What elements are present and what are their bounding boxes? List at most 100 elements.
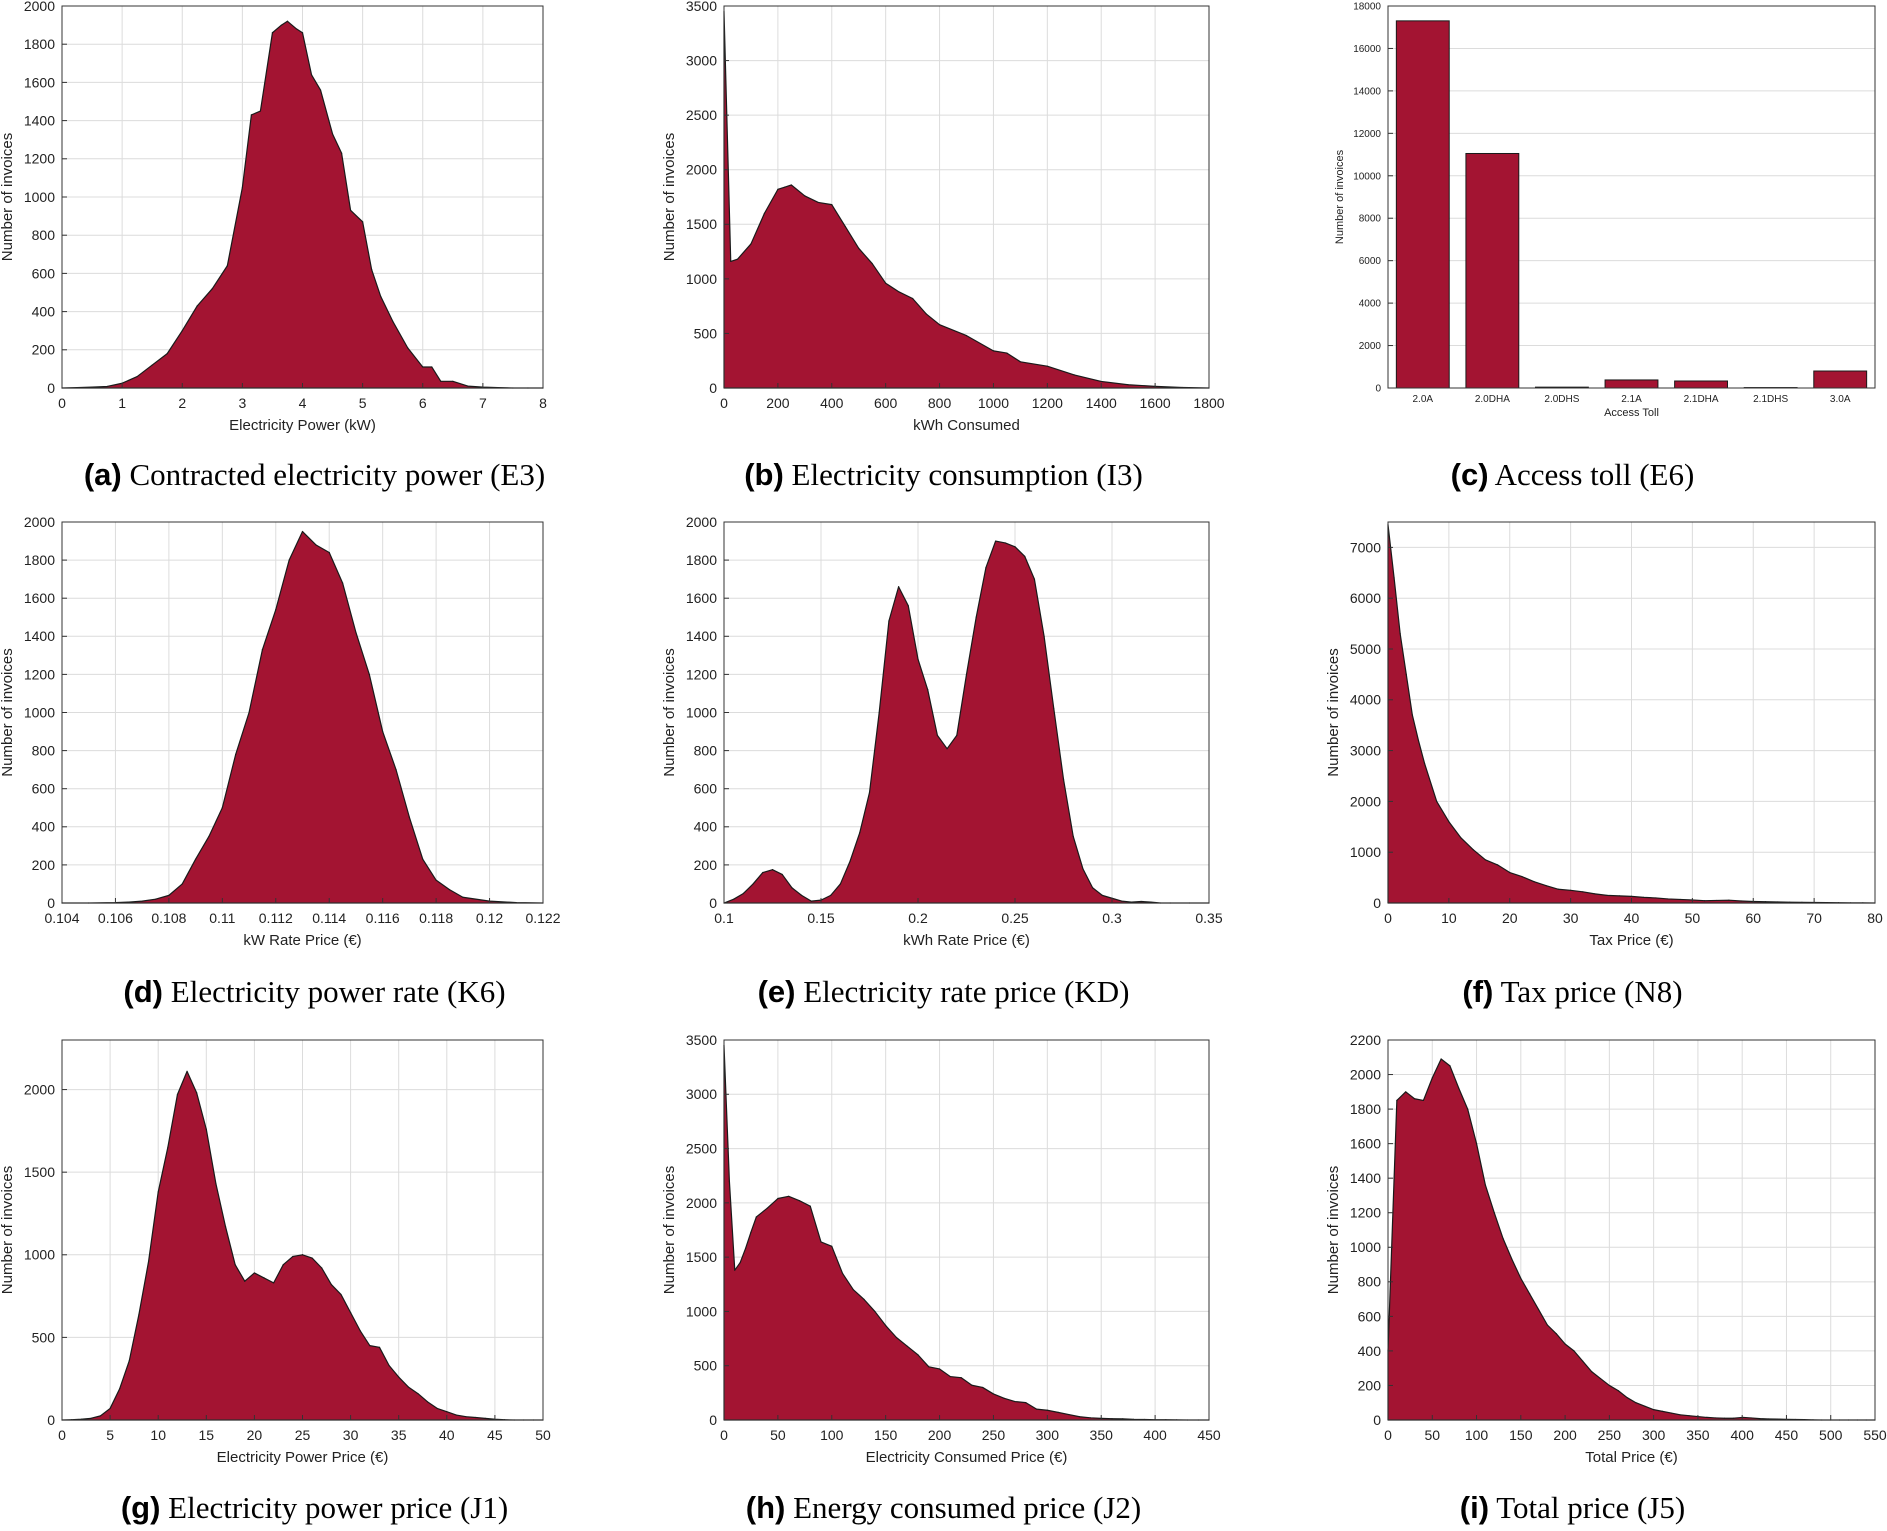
data-point: [1582, 1360, 1584, 1362]
data-point: [154, 898, 157, 900]
x-tick-label: 0.118: [419, 910, 453, 926]
bar-2.1A: [1604, 379, 1659, 389]
data-point: [1033, 578, 1035, 580]
data-point: [319, 89, 322, 91]
x-tick-label: 10: [1441, 910, 1457, 926]
x-axis-label: Tax Price (€): [1589, 932, 1673, 949]
area-series-e: [723, 540, 1210, 904]
x-tick-label: 0.2: [908, 910, 928, 926]
data-point: [1405, 1091, 1407, 1093]
caption-label: (h): [745, 1490, 786, 1525]
x-tick-label: 80: [1867, 910, 1883, 926]
caption-label: (b): [744, 457, 784, 492]
data-point: [992, 1393, 995, 1395]
caption-text: Access toll (E6): [1488, 457, 1695, 492]
x-tick-label: 0.112: [259, 910, 293, 926]
data-point: [1493, 1212, 1495, 1214]
x-tick-label: 150: [874, 1427, 898, 1443]
y-tick-label: 12000: [1353, 129, 1381, 140]
y-tick-label: 1400: [1350, 1170, 1381, 1186]
x-tick-label: 35: [391, 1427, 407, 1443]
data-point: [1460, 837, 1462, 839]
x-tick-label: 1: [118, 395, 126, 411]
data-point: [1703, 900, 1706, 902]
y-tick-label: 800: [32, 743, 56, 759]
data-point: [1484, 859, 1486, 861]
data-point: [750, 1231, 752, 1233]
data-point: [1024, 555, 1026, 557]
data-point: [1630, 895, 1633, 898]
y-tick-label: 6000: [1350, 590, 1381, 606]
data-point: [1014, 1400, 1016, 1403]
data-point: [395, 769, 397, 771]
data-point: [241, 186, 243, 189]
caption-f: (f) Tax price (N8): [1258, 974, 1887, 1010]
y-tick-label: 1800: [24, 36, 55, 52]
x-tick-label: 200: [766, 395, 790, 411]
data-point: [321, 1267, 323, 1269]
x-tick-label: 5: [106, 1427, 114, 1443]
x-tick-label: 50: [535, 1427, 551, 1443]
y-tick-label: 1000: [24, 189, 55, 205]
data-point: [736, 258, 739, 260]
x-tick-label: 600: [874, 395, 898, 411]
data-point: [362, 221, 364, 223]
data-point: [762, 871, 764, 874]
data-point: [341, 582, 344, 584]
caption-text: Electricity consumption (I3): [783, 457, 1143, 492]
x-tick-label: 300: [1036, 1427, 1060, 1443]
data-point: [849, 860, 851, 862]
data-point: [1043, 635, 1045, 637]
y-tick-label: 1200: [686, 666, 717, 682]
data-point: [422, 858, 424, 860]
data-point: [167, 1146, 169, 1148]
y-tick-label: 500: [694, 325, 718, 341]
x-tick-label: 2.0DHA: [1475, 394, 1510, 405]
y-tick-label: 1000: [1350, 1239, 1381, 1255]
data-point: [435, 879, 437, 881]
x-axis-label: Total Price (€): [1585, 1449, 1678, 1466]
y-tick-label: 200: [32, 857, 56, 873]
data-point: [1777, 1418, 1779, 1420]
x-tick-label: 0: [58, 1427, 66, 1443]
data-point: [330, 1283, 332, 1286]
data-point: [136, 375, 138, 378]
bar-2.0DHA: [1465, 152, 1520, 389]
data-point: [359, 1330, 361, 1332]
y-tick-label: 16000: [1353, 44, 1381, 55]
data-point: [168, 894, 170, 896]
data-point: [186, 1070, 188, 1072]
y-tick-label: 1400: [24, 113, 55, 129]
y-tick-label: 400: [32, 304, 56, 320]
data-point: [1003, 1397, 1005, 1399]
y-tick-label: 1000: [686, 704, 717, 720]
y-tick-label: 1000: [24, 1247, 55, 1263]
x-tick-label: 0.104: [44, 910, 79, 926]
y-tick-label: 0: [47, 1412, 55, 1428]
data-point: [328, 551, 330, 554]
data-point: [388, 1364, 390, 1367]
data-point: [392, 320, 394, 322]
caption-label: (i): [1459, 1490, 1490, 1525]
data-point: [259, 110, 262, 112]
y-tick-label: 2000: [24, 0, 55, 14]
data-point: [917, 658, 919, 660]
data-point: [1706, 1416, 1708, 1419]
data-point: [1545, 885, 1547, 887]
x-tick-label: 1200: [1032, 395, 1063, 411]
x-tick-label: 100: [820, 1427, 844, 1443]
data-point: [739, 1261, 741, 1264]
data-point: [982, 1386, 984, 1389]
x-tick-label: 2.0A: [1412, 394, 1433, 405]
y-tick-label: 1600: [686, 590, 717, 606]
data-point: [1723, 1417, 1726, 1419]
y-tick-label: 1800: [686, 552, 717, 568]
data-point: [1570, 889, 1572, 891]
data-point: [1591, 1371, 1593, 1373]
data-point: [1635, 1402, 1637, 1404]
y-tick-label: 14000: [1353, 86, 1381, 97]
x-tick-label: 25: [295, 1427, 311, 1443]
data-point: [1121, 900, 1123, 902]
y-tick-label: 600: [1358, 1308, 1382, 1324]
